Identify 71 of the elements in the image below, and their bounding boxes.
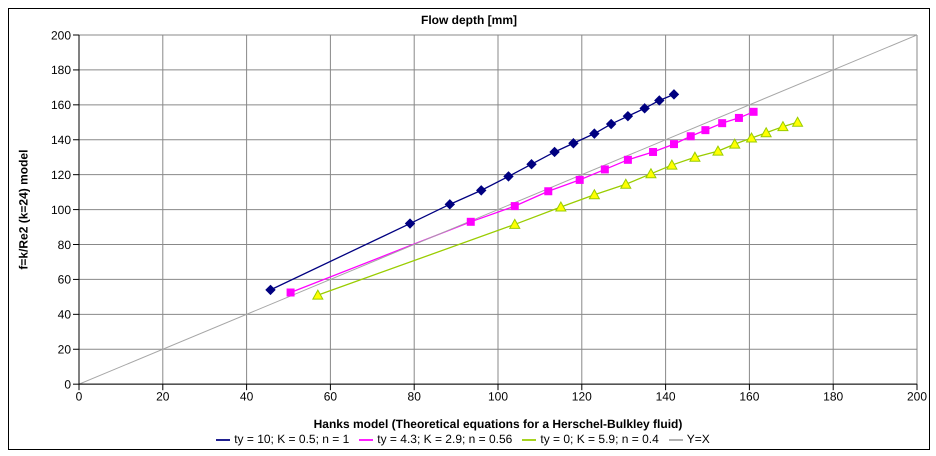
chart-title: Flow depth [mm] — [420, 13, 518, 27]
x-tick-label: 80 — [408, 390, 422, 404]
point — [466, 218, 475, 226]
point — [476, 185, 486, 196]
point — [746, 132, 757, 143]
point — [624, 156, 632, 164]
x-tick-label: 0 — [76, 390, 83, 404]
x-tick-label: 100 — [488, 390, 508, 404]
x-tick-label: 140 — [656, 390, 676, 404]
point — [718, 119, 726, 128]
point — [550, 146, 560, 157]
legend-label: ty = 4.3; K = 2.9; n = 0.56 — [377, 432, 512, 446]
point — [701, 126, 710, 134]
point — [640, 103, 650, 114]
point — [750, 108, 758, 116]
y-tick-label: 120 — [50, 168, 72, 182]
y-tick-label: 140 — [50, 133, 72, 148]
point — [689, 152, 700, 162]
x-tick-label: 20 — [156, 390, 170, 404]
point — [600, 165, 609, 174]
point — [729, 138, 740, 149]
x-tick-label: 40 — [240, 390, 254, 404]
y-tick-label: 40 — [58, 308, 72, 322]
x-tick-label: 60 — [324, 390, 338, 404]
point — [620, 178, 632, 189]
y-tick-label: 80 — [58, 238, 72, 252]
point — [405, 218, 416, 229]
point — [712, 146, 724, 156]
x-tick-label: 200 — [906, 390, 928, 404]
point — [792, 116, 804, 127]
point — [568, 138, 578, 148]
point — [510, 202, 519, 210]
point — [606, 119, 616, 130]
point — [286, 288, 295, 297]
y-axis-title: f=k/Re2 (k=24) model — [16, 150, 30, 270]
x-tick-label: 120 — [572, 390, 592, 404]
y-tick-label: 200 — [50, 28, 72, 42]
point — [686, 132, 695, 140]
point — [645, 168, 656, 178]
y-tick-label: 60 — [58, 272, 72, 287]
x-tick-label: 160 — [739, 390, 760, 404]
point — [444, 199, 455, 210]
point — [526, 159, 537, 170]
point — [555, 201, 566, 212]
point — [666, 160, 678, 170]
point — [312, 290, 324, 300]
y-tick-label: 180 — [50, 63, 72, 78]
y-tick-label: 0 — [64, 377, 72, 392]
point — [649, 148, 658, 156]
point — [654, 95, 664, 106]
point — [670, 140, 678, 148]
point — [265, 284, 276, 295]
point — [668, 89, 679, 100]
point — [544, 187, 552, 196]
point — [760, 127, 772, 138]
y-tick-label: 100 — [50, 202, 72, 217]
legend-label: Y=X — [686, 432, 710, 446]
point — [622, 111, 633, 122]
point — [576, 176, 584, 184]
x-tick-label: 180 — [823, 390, 844, 404]
x-axis-title: Hanks model (Theoretical equations for a Herschel-Bulkley fluid) — [314, 417, 682, 432]
point — [734, 114, 743, 122]
y-tick-label: 20 — [58, 342, 72, 357]
legend-label: ty = 10; K = 0.5; n = 1 — [234, 432, 350, 446]
point — [588, 189, 600, 200]
y-tick-label: 160 — [50, 98, 72, 112]
point — [509, 218, 520, 229]
legend-label: ty = 0; K = 5.9; n = 0.4 — [540, 432, 659, 446]
point — [503, 171, 514, 182]
point — [589, 128, 600, 139]
point — [777, 121, 788, 132]
